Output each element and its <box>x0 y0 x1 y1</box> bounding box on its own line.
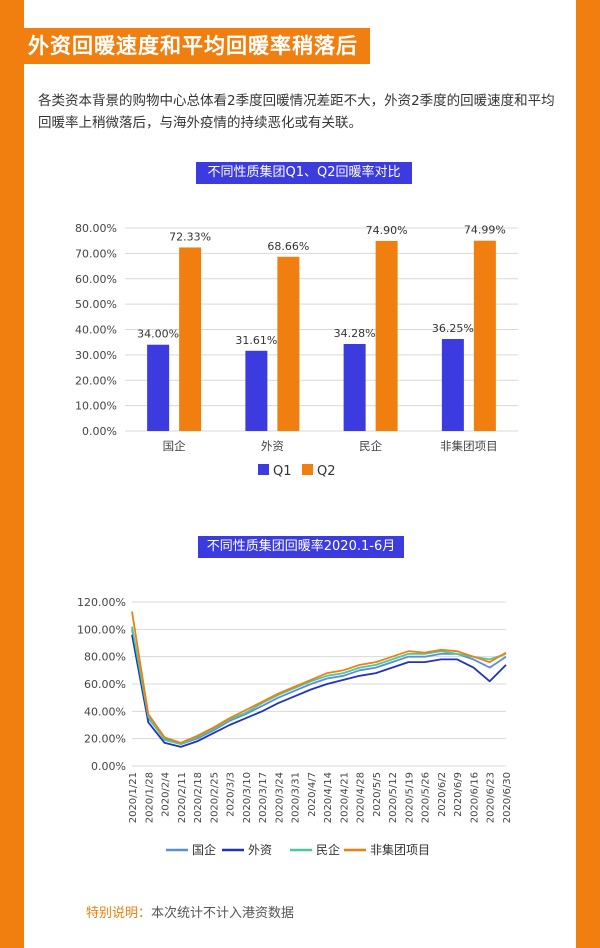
line-x-tick-label: 2020/3/17 <box>258 772 269 823</box>
legend-swatch-q1 <box>258 464 269 475</box>
line-x-tick-label: 2020/4/28 <box>356 772 367 823</box>
bar-y-tick-label: 80.00% <box>75 222 117 235</box>
footnote-text: 本次统计不计入港资数据 <box>151 906 295 921</box>
bar-q1 <box>343 344 366 431</box>
line-x-tick-label: 2020/5/5 <box>372 772 383 817</box>
bar-q2 <box>179 247 202 431</box>
line-x-tick-label: 2020/6/2 <box>437 772 448 817</box>
bar-y-tick-label: 70.00% <box>75 247 117 260</box>
bar-q2 <box>277 256 300 431</box>
bar-data-label: 72.33% <box>169 230 211 243</box>
bar-data-label: 34.00% <box>137 328 179 341</box>
line-x-tick-label: 2020/3/10 <box>242 772 253 823</box>
line-x-tick-label: 2020/2/25 <box>209 772 220 823</box>
legend-label-2: 外资 <box>248 843 272 857</box>
bar-y-tick-label: 20.00% <box>75 374 117 387</box>
line-chart: 0.00% 20.00% 40.00% 60.00% 80.00% 100.00% 120.… <box>77 596 513 857</box>
line-y-tick-label: 20.00% <box>84 733 126 746</box>
line-x-tick-label: 2020/2/4 <box>161 772 172 817</box>
line-x-tick-label: 2020/1/28 <box>144 772 155 823</box>
bar-chart: 0.00% 10.00% 20.00% 30.00% 40.00% 50.00% 60.00… <box>75 222 518 479</box>
line-x-tick-label: 2020/6/23 <box>486 772 497 823</box>
bar-y-tick-label: 60.00% <box>75 273 117 286</box>
bar-data-label: 68.66% <box>267 240 309 253</box>
line-x-tick-label: 2020/4/21 <box>339 772 350 823</box>
line-x-tick-label: 2020/3/3 <box>226 772 237 817</box>
legend-label-1: 国企 <box>192 842 216 857</box>
legend-label-4: 非集团项目 <box>370 842 430 857</box>
line-x-tick-label: 2020/3/24 <box>274 772 285 823</box>
section-heading: 外资回暖速度和平均回暖率稍落后 <box>22 28 370 64</box>
bar-data-label: 31.61% <box>235 334 277 347</box>
bar-chart-title: 不同性质集团Q1、Q2回暖率对比 <box>196 162 412 184</box>
bar-category-label: 非集团项目 <box>440 439 498 453</box>
line-x-tick-label: 2020/4/14 <box>323 772 334 823</box>
line-y-tick-label: 100.00% <box>77 623 126 636</box>
line-series-3 <box>131 626 507 746</box>
line-x-tick-label: 2020/5/12 <box>388 772 399 823</box>
line-x-tick-label: 2020/3/31 <box>291 772 302 823</box>
line-x-tick-label: 2020/6/16 <box>469 772 480 823</box>
bar-q1 <box>441 339 464 431</box>
left-border <box>0 0 24 948</box>
bar-y-tick-label: 40.00% <box>75 324 117 337</box>
legend-label-q2: Q2 <box>317 464 336 479</box>
line-x-tick-label: 2020/2/18 <box>193 772 204 823</box>
legend-label-q1: Q1 <box>273 464 292 479</box>
bar-y-tick-label: 0.00% <box>82 425 117 438</box>
bar-data-label: 36.25% <box>432 322 474 335</box>
bar-data-label: 74.99% <box>464 224 506 237</box>
line-x-tick-label: 2020/5/19 <box>404 772 415 823</box>
bar-q1 <box>245 350 268 431</box>
line-y-tick-label: 60.00% <box>84 678 126 691</box>
bar-q2 <box>473 240 496 431</box>
line-x-tick-label: 2020/6/9 <box>453 772 464 817</box>
legend-label-3: 民企 <box>316 842 340 857</box>
bar-y-tick-label: 30.00% <box>75 349 117 362</box>
line-y-tick-label: 80.00% <box>84 651 126 664</box>
line-y-tick-label: 120.00% <box>77 596 126 609</box>
bar-data-label: 74.90% <box>366 224 408 237</box>
bar-category-label: 民企 <box>359 439 382 453</box>
bar-category-label: 外资 <box>261 439 284 453</box>
bar-y-tick-label: 50.00% <box>75 298 117 311</box>
bar-q2 <box>375 240 398 431</box>
line-y-tick-label: 0.00% <box>91 760 126 773</box>
line-series-1 <box>131 629 507 746</box>
line-x-tick-label: 2020/2/11 <box>177 772 188 823</box>
legend-swatch-q2 <box>302 464 313 475</box>
line-x-tick-label: 2020/1/21 <box>128 772 139 823</box>
bar-category-label: 国企 <box>163 439 186 453</box>
line-x-tick-label: 2020/5/26 <box>421 772 432 823</box>
line-y-tick-label: 40.00% <box>84 705 126 718</box>
line-x-tick-label: 2020/4/7 <box>307 772 318 817</box>
line-series-4 <box>131 611 507 744</box>
line-chart-title: 不同性质集团回暖率2020.1-6月 <box>198 536 404 558</box>
bar-q1 <box>147 344 170 431</box>
right-border <box>576 0 600 948</box>
footnote-label: 特别说明： <box>86 906 152 921</box>
line-series-2 <box>131 634 507 748</box>
line-x-tick-label: 2020/6/30 <box>502 772 513 823</box>
footnote: 特别说明：本次统计不计入港资数据 <box>86 902 294 921</box>
bar-data-label: 34.28% <box>334 327 376 340</box>
bar-y-tick-label: 10.00% <box>75 400 117 413</box>
intro-paragraph: 各类资本背景的购物中心总体看2季度回暖情况差距不大，外资2季度的回暖速度和平均回… <box>38 93 555 131</box>
